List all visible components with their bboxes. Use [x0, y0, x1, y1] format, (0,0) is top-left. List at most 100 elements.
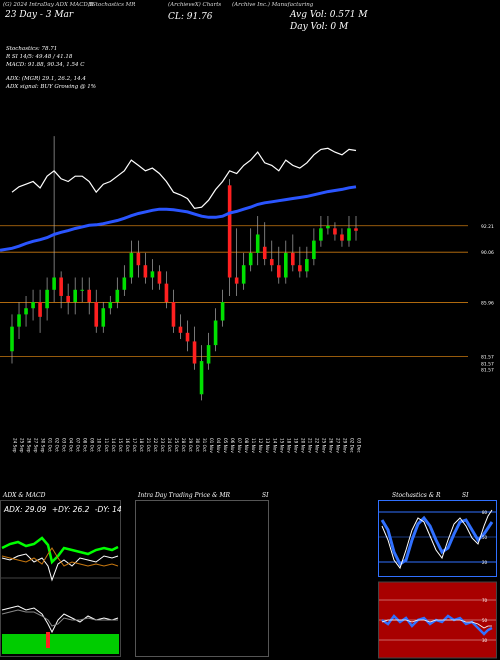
date-label: 01 Oct: [48, 438, 53, 452]
date-label: 04 Nov: [216, 438, 221, 453]
date-label: 02 Dec: [349, 438, 354, 453]
candle-body: [129, 252, 134, 278]
level-label-extra: 81.57: [481, 362, 494, 368]
date-label: 26 Nov: [328, 438, 333, 453]
stoch-50-label: 50: [482, 535, 488, 540]
price-line: [11, 147, 357, 209]
adx-reading: ADX: 29.09: [3, 505, 47, 514]
date-label: 12 Nov: [258, 438, 263, 453]
stoch-d-line: [381, 509, 493, 570]
date-label: 06 Nov: [230, 438, 235, 453]
candle-body: [262, 246, 267, 260]
macd-value: MACD: 91.88, 90.34, 1.54 C: [6, 62, 85, 68]
date-label: 03 Oct: [62, 438, 67, 452]
stoch-si-label: SI: [462, 492, 469, 499]
candle-body: [136, 252, 141, 266]
plus-di-line: [1, 553, 119, 582]
candle-body: [213, 320, 218, 346]
candle-body: [291, 252, 295, 266]
candle-body: [178, 326, 183, 333]
candle-body: [192, 341, 197, 364]
ema-line: [0, 185, 357, 252]
date-label: 27 Nov: [335, 438, 340, 453]
candle-body: [220, 302, 225, 321]
stochastics-value: Stochastics: 78.71: [6, 46, 58, 52]
candle-body: [10, 326, 14, 352]
macd-line: [1, 605, 119, 634]
stoch-80-label: 80: [482, 510, 488, 515]
intraday-frame: [135, 500, 269, 657]
candle-body: [164, 283, 169, 303]
date-label: 30 Oct: [195, 438, 200, 452]
macd-neg-bar: [46, 632, 50, 648]
candle-body: [241, 265, 246, 284]
date-label: 03 Dec: [357, 438, 362, 453]
candle-body: [283, 252, 288, 278]
adx-line: [1, 536, 119, 565]
date-label: 25 Nov: [321, 438, 326, 453]
date-label: 18 Oct: [139, 438, 144, 452]
close-price: CL: 91.76: [168, 12, 213, 22]
candle-body: [101, 308, 106, 327]
date-label: 02 Oct: [55, 438, 60, 452]
candle-body: [157, 271, 162, 284]
date-label: 29 Nov: [342, 438, 347, 453]
intraday-panel: [135, 500, 269, 657]
macd-histogram: [2, 634, 119, 654]
date-label: 18 Nov: [286, 438, 291, 453]
candle-body: [59, 277, 63, 296]
date-label: 31 Oct: [202, 438, 207, 452]
date-label: 14 Nov: [272, 438, 277, 453]
date-range: 23 Day - 3 Mar: [5, 10, 74, 20]
header-line-1: (G) 2024 IntraDay ADX MACD,B: [3, 2, 94, 8]
level-label: 90.06: [481, 250, 494, 256]
candle-body: [122, 277, 127, 290]
date-label: 04 Oct: [69, 438, 74, 452]
intraday-si-label: SI: [262, 492, 269, 499]
date-label: 15 Nov: [279, 438, 284, 453]
candle-body: [94, 302, 99, 327]
adx-value: ADX: (MGR) 29.1, 26.2, 14.4: [6, 76, 86, 82]
date-label: 25 Sep: [20, 438, 25, 453]
candle-body: [150, 271, 155, 278]
stoch-panel-title: Stochastics & R: [392, 492, 441, 499]
candle-body: [73, 289, 77, 303]
rsi-70-label: 70: [482, 598, 488, 603]
indicator-block: Stochastics: 78.71 R SI 14/5: 49.48 / 41…: [6, 45, 96, 91]
candle-body: [17, 314, 21, 327]
date-label: 23 Oct: [160, 438, 165, 452]
candle-body: [333, 228, 337, 235]
adx-panel-title: ADX & MACD: [3, 492, 46, 499]
date-label: 30 Sep: [41, 438, 46, 453]
date-label: 16 Oct: [125, 438, 130, 452]
candle-body: [143, 265, 148, 278]
candle-body: [108, 302, 113, 309]
date-label: 22 Nov: [314, 438, 319, 453]
date-label: 01 Nov: [209, 438, 214, 453]
date-label: 24 Oct: [167, 438, 172, 452]
date-label: 15 Oct: [118, 438, 123, 452]
candle-body: [234, 277, 239, 284]
candle-body: [52, 277, 56, 290]
adx-macd-panel: ADX: 29.09 +DY: 26.2 -DY: 14.39: [0, 500, 122, 657]
candle-body: [305, 259, 309, 272]
candle-body: [115, 289, 120, 303]
candle-body: [269, 259, 274, 266]
rsi-30-label: 30: [482, 638, 488, 643]
candle-body: [347, 228, 351, 241]
minus-di-line: [1, 547, 119, 567]
candle-body: [255, 234, 260, 253]
date-label: 24 Sep: [13, 438, 18, 453]
day-volume: Day Vol: 0 M: [290, 22, 349, 32]
date-label: 20 Nov: [300, 438, 305, 453]
date-label: 26 Sep: [27, 438, 32, 453]
candle-body: [171, 302, 176, 327]
rsi-50-label: 50: [482, 618, 488, 623]
date-label: 27 Sep: [34, 438, 39, 453]
level-label: 85.96: [481, 301, 494, 307]
candle-body: [45, 289, 49, 309]
date-label: 14 Oct: [111, 438, 116, 452]
date-label: 29 Oct: [188, 438, 193, 452]
plus-di-reading: +DY: 26.2: [52, 505, 90, 514]
header-line-3: (ArchieveX) Charts: [168, 2, 222, 8]
